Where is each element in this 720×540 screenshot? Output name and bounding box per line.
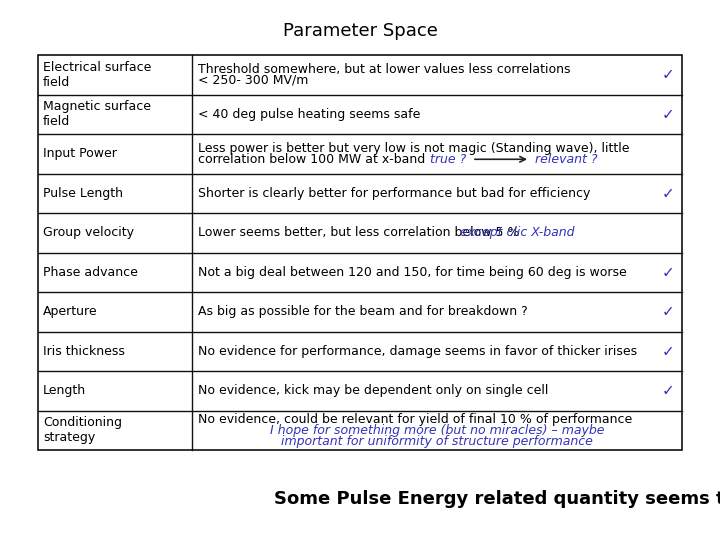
Text: Less power is better but very low is not magic (Standing wave), little: Less power is better but very low is not… [198,141,629,155]
Text: ✓: ✓ [662,68,675,82]
Text: As big as possible for the beam and for breakdown ?: As big as possible for the beam and for … [198,305,528,318]
Bar [38,55,682,450]
Text: Input Power: Input Power [43,147,117,160]
Text: relevant ?: relevant ? [535,153,598,166]
Text: Conditioning
strategy: Conditioning strategy [43,416,122,444]
Text: < 40 deg pulse heating seems safe: < 40 deg pulse heating seems safe [198,108,420,121]
Text: Threshold somewhere, but at lower values less correlations: Threshold somewhere, but at lower values… [198,63,570,76]
Text: ✓: ✓ [662,344,675,359]
Text: Some Pulse Energy related quantity seems to be important: Some Pulse Energy related quantity seems… [274,490,720,508]
Text: ✓: ✓ [662,107,675,122]
Text: Lower seems better, but less correlation below 5 %: Lower seems better, but less correlation… [198,226,520,239]
Text: < 250- 300 MV/m: < 250- 300 MV/m [198,74,308,87]
Text: ✓: ✓ [662,186,675,201]
Text: except clic X-band: except clic X-band [460,226,575,239]
Text: Parameter Space: Parameter Space [282,22,438,40]
Text: Phase advance: Phase advance [43,266,138,279]
Text: Magnetic surface
field: Magnetic surface field [43,100,151,128]
Text: Pulse Length: Pulse Length [43,187,123,200]
Text: No evidence, could be relevant for yield of final 10 % of performance: No evidence, could be relevant for yield… [198,413,632,426]
Text: Aperture: Aperture [43,305,98,318]
Text: Not a big deal between 120 and 150, for time being 60 deg is worse: Not a big deal between 120 and 150, for … [198,266,626,279]
Text: No evidence, kick may be dependent only on single cell: No evidence, kick may be dependent only … [198,384,549,397]
Text: I hope for something more (but no miracles) – maybe: I hope for something more (but no miracl… [270,424,604,437]
Text: Length: Length [43,384,86,397]
Text: ✓: ✓ [662,265,675,280]
Text: ✓: ✓ [662,304,675,319]
Text: ✓: ✓ [662,383,675,399]
Text: Electrical surface
field: Electrical surface field [43,60,151,89]
Text: Group velocity: Group velocity [43,226,134,239]
Text: important for uniformity of structure performance: important for uniformity of structure pe… [281,435,593,448]
Text: No evidence for performance, damage seems in favor of thicker irises: No evidence for performance, damage seem… [198,345,637,357]
Text: true ?: true ? [430,153,467,166]
Text: correlation below 100 MW at x-band: correlation below 100 MW at x-band [198,153,426,166]
Text: Iris thickness: Iris thickness [43,345,125,357]
Text: Shorter is clearly better for performance but bad for efficiency: Shorter is clearly better for performanc… [198,187,590,200]
